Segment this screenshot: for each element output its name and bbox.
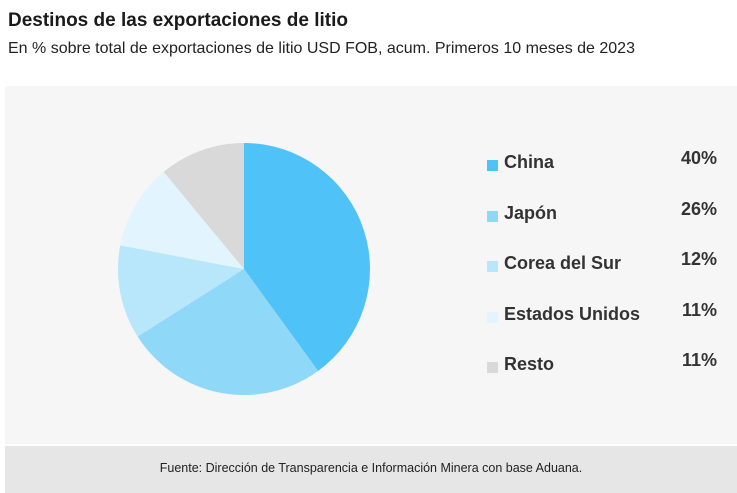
pie-slice-estados-unidos <box>120 171 244 269</box>
pie-slice-resto <box>163 143 244 269</box>
legend-label: Estados Unidos <box>504 303 641 324</box>
legend-swatch <box>487 362 498 373</box>
legend-item-corea-del-sur: Corea del Sur 12% <box>487 249 727 300</box>
legend-value: 40% <box>680 148 717 168</box>
pie-chart <box>117 143 371 396</box>
legend-swatch <box>487 311 498 323</box>
pie-slice-china <box>244 143 371 371</box>
chart-panel: China 40% Japón 26% Corea del Sur 12% Estados … <box>5 86 737 444</box>
legend-swatch <box>487 261 498 272</box>
chart-subtitle: En % sobre total de exportaciones de lit… <box>8 40 635 57</box>
legend-value: 12% <box>680 249 717 269</box>
legend-swatch <box>487 160 498 171</box>
legend: China 40% Japón 26% Corea del Sur 12% Estados … <box>487 148 727 401</box>
legend-label: Corea del Sur <box>504 253 622 273</box>
source-text: Fuente: Dirección de Transparencia e Inf… <box>159 461 583 475</box>
legend-label: China <box>504 152 555 172</box>
chart-title: Destinos de las exportaciones de litio <box>8 10 348 31</box>
legend-label: Japón <box>504 202 558 223</box>
legend-item-estados-unidos: Estados Unidos 11% <box>487 300 727 351</box>
pie-slice-corea-del-sur <box>117 245 244 337</box>
legend-value: 26% <box>680 198 717 219</box>
legend-item-japon: Japón 26% <box>487 199 727 250</box>
legend-label: Resto <box>504 354 555 374</box>
legend-item-resto: Resto 11% <box>487 350 727 401</box>
legend-value: 11% <box>681 350 717 370</box>
legend-value: 11% <box>681 299 717 320</box>
legend-swatch <box>487 210 498 222</box>
legend-item-china: China 40% <box>487 148 727 199</box>
source-footer: Fuente: Dirección de Transparencia e Inf… <box>5 446 737 493</box>
pie-slice-japon <box>137 269 319 396</box>
